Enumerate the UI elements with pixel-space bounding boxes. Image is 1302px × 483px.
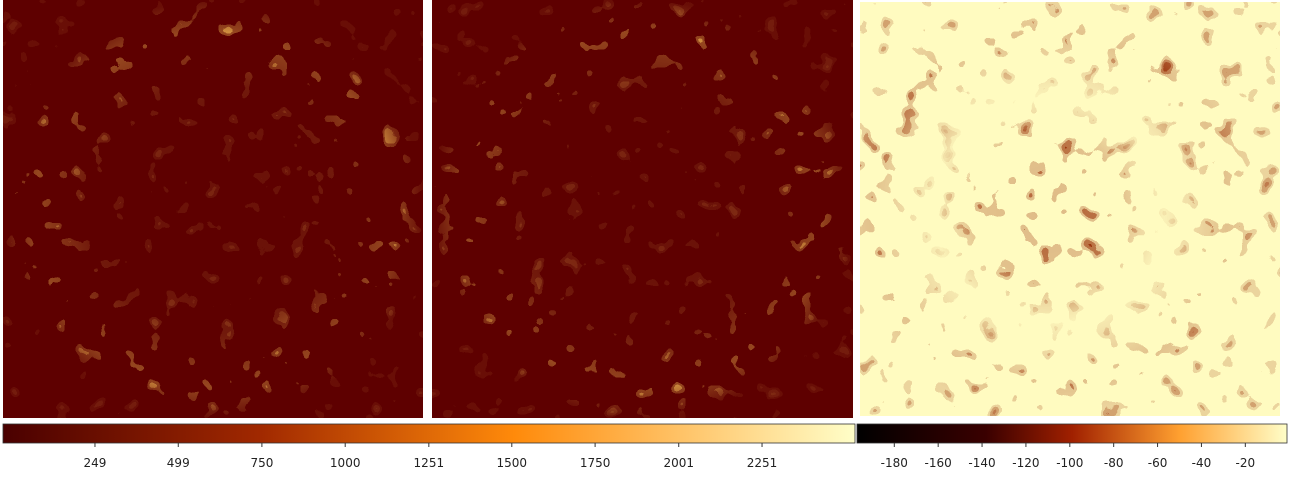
tick-label: 499 <box>167 456 190 470</box>
colorbar <box>856 423 1288 444</box>
tick-label: -80 <box>1104 456 1124 470</box>
tick-label: -120 <box>1012 456 1039 470</box>
tick-label: 249 <box>84 456 107 470</box>
image-panel <box>3 0 423 418</box>
tick-label: -20 <box>1236 456 1256 470</box>
tick-label: -40 <box>1192 456 1212 470</box>
tick-label: 750 <box>250 456 273 470</box>
tick-label: 2001 <box>663 456 694 470</box>
tick-label: 1251 <box>414 456 445 470</box>
tick-label: -100 <box>1056 456 1083 470</box>
tick-label: -60 <box>1148 456 1168 470</box>
image-panel <box>432 0 853 418</box>
tick-label: -160 <box>925 456 952 470</box>
tick-label: -140 <box>968 456 995 470</box>
image-panel <box>860 2 1280 416</box>
tick-label: 1000 <box>330 456 361 470</box>
tick-label: 1500 <box>497 456 528 470</box>
tick-label: 2251 <box>747 456 778 470</box>
colorbar <box>2 423 856 444</box>
tick-label: 1750 <box>580 456 611 470</box>
tick-label: -180 <box>881 456 908 470</box>
